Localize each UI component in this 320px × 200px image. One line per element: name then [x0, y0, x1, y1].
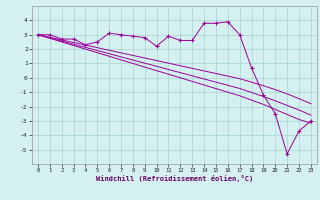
X-axis label: Windchill (Refroidissement éolien,°C): Windchill (Refroidissement éolien,°C): [96, 175, 253, 182]
